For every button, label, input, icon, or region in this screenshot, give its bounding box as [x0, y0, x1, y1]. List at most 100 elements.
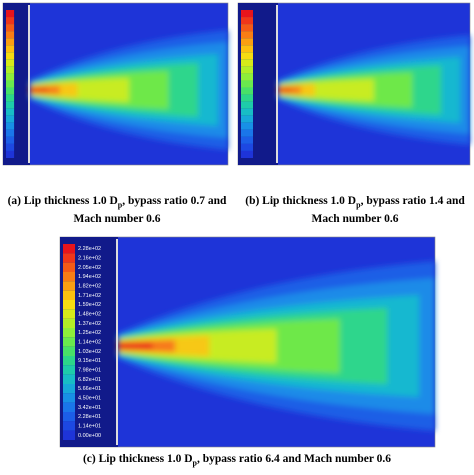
plume [118, 261, 435, 431]
legend-swatch [63, 253, 75, 263]
caption-text: , bypass ratio 0.7 and [122, 195, 227, 207]
legend-swatch [241, 108, 253, 116]
legend-swatch [63, 262, 75, 272]
legend-label: 1.14e+02 [78, 339, 101, 345]
legend-swatch [6, 150, 15, 158]
legend-swatch [63, 412, 75, 422]
legend-swatch [241, 101, 253, 109]
legend-swatch [6, 136, 15, 144]
legend-swatch [63, 365, 75, 375]
legend-swatch [6, 143, 15, 151]
legend-swatch [241, 52, 253, 60]
legend-label: 1.82e+02 [78, 283, 101, 289]
contour-panel [2, 2, 229, 166]
legend-swatch [63, 393, 75, 403]
legend-swatch [6, 115, 15, 123]
legend-swatch [6, 108, 15, 116]
legend-label: 1.37e+02 [78, 321, 101, 327]
legend-swatch [63, 272, 75, 282]
contour-band [30, 87, 48, 93]
caption-text: Mach number 0.6 [73, 213, 161, 226]
legend-swatch [6, 66, 15, 74]
legend-swatch [63, 346, 75, 356]
legend-swatch [63, 244, 75, 254]
legend-swatch [63, 290, 75, 300]
legend-swatch [63, 402, 75, 412]
caption-c: (c) Lip thickness 1.0 Dp, bypass ratio 6… [0, 452, 474, 470]
legend-swatch [241, 94, 253, 102]
caption-text: (a) Lip thickness 1.0 D [7, 195, 118, 207]
legend-swatch [6, 101, 15, 109]
legend-swatch [241, 87, 253, 95]
contour-panel [237, 2, 471, 166]
legend-swatch [6, 17, 15, 25]
legend-label: 1.71e+02 [78, 293, 101, 299]
legend-swatch [63, 281, 75, 291]
legend-label: 2.28e+02 [78, 246, 101, 252]
caption-text: Mach number 0.6 [311, 213, 399, 226]
legend-label: 2.16e+02 [78, 255, 101, 261]
caption-text: , bypass ratio 1.4 and [360, 195, 465, 207]
legend-swatch [241, 73, 253, 81]
legend-swatch [63, 421, 75, 431]
legend-label: 1.25e+02 [78, 330, 101, 336]
legend-swatch [6, 10, 15, 18]
legend-swatch [63, 328, 75, 338]
legend-swatch [241, 136, 253, 144]
legend-label: 7.98e+01 [78, 367, 101, 373]
legend-label: 2.28e+01 [78, 414, 101, 420]
caption-text: (c) Lip thickness 1.0 D [82, 453, 193, 465]
legend-label: 1.94e+02 [78, 274, 101, 280]
contour-band [30, 78, 129, 102]
nozzle-wall [116, 239, 118, 445]
legend-swatch [63, 356, 75, 366]
legend-swatch [63, 300, 75, 310]
legend-swatch [241, 66, 253, 74]
legend-label: 0.00e+00 [78, 433, 101, 439]
legend-swatch [241, 10, 253, 18]
legend-swatch [6, 45, 15, 53]
legend-swatch [241, 129, 253, 137]
caption-b: (b) Lip thickness 1.0 Dp, bypass ratio 1… [236, 194, 474, 226]
legend-swatch [6, 52, 15, 60]
caption-text: , bypass ratio 6.4 and Mach number 0.6 [196, 453, 392, 465]
legend-swatch [241, 31, 253, 39]
legend-label: 3.42e+01 [78, 405, 101, 411]
contour-band [118, 342, 153, 350]
legend-swatch [63, 374, 75, 384]
legend-swatch [6, 94, 15, 102]
legend-swatch [241, 143, 253, 151]
nozzle-wall [276, 5, 278, 163]
legend-swatch [241, 38, 253, 46]
legend-swatch [241, 45, 253, 53]
legend-swatch [6, 38, 15, 46]
legend-label: 2.05e+02 [78, 265, 101, 271]
legend-label: 1.59e+02 [78, 302, 101, 308]
caption-sub: p [117, 200, 123, 210]
legend-label: 1.14e+01 [78, 423, 101, 429]
legend-swatch [63, 309, 75, 319]
caption-a: (a) Lip thickness 1.0 Dp, bypass ratio 0… [0, 194, 234, 226]
legend-label: 6.82e+01 [78, 377, 101, 383]
caption-sub: p [192, 458, 197, 468]
legend-label: 5.66e+01 [78, 386, 101, 392]
contour-band [278, 87, 292, 93]
legend-swatch [241, 150, 253, 158]
legend-swatch [63, 430, 75, 440]
legend-label: 1.03e+02 [78, 349, 101, 355]
legend-swatch [6, 87, 15, 95]
legend-swatch [241, 59, 253, 67]
legend-label: 1.48e+02 [78, 311, 101, 317]
plume [278, 35, 470, 145]
legend-swatch [6, 73, 15, 81]
legend-label: 9.15e+01 [78, 358, 101, 364]
plume [30, 30, 228, 150]
nozzle-wall [28, 5, 30, 163]
legend-swatch [6, 59, 15, 67]
legend-swatch [6, 31, 15, 39]
legend-swatch [63, 337, 75, 347]
caption-sub: p [356, 200, 361, 210]
legend-swatch [6, 80, 15, 88]
legend-label: 4.50e+01 [78, 395, 101, 401]
